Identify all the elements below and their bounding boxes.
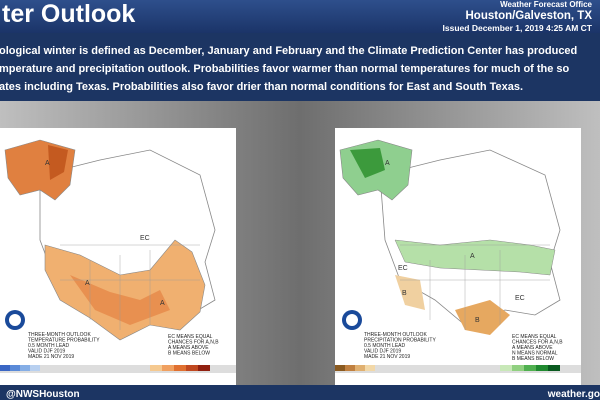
- map-legend: CHANCES FOR A,N,B: [168, 340, 219, 346]
- temperature-map: [0, 128, 236, 385]
- map-label: EC: [140, 235, 150, 242]
- map-caption: VALID DJF 2019: [28, 349, 65, 355]
- map-label: A: [45, 160, 50, 167]
- text-band: [0, 33, 600, 101]
- map-legend: EC MEANS EQUAL: [168, 334, 213, 340]
- map-legend: CHANCES FOR A,N,B: [512, 340, 563, 346]
- title: ter Outlook: [2, 0, 135, 28]
- map-caption: MADE 21 NOV 2019: [28, 354, 74, 360]
- footer-handle: @NWSHouston: [6, 389, 80, 400]
- precipitation-map: [335, 128, 581, 385]
- map-legend: B MEANS BELOW: [512, 356, 554, 362]
- map-label: B: [475, 317, 480, 324]
- body-line: mperature and precipitation outlook. Pro…: [0, 63, 570, 75]
- office: Weather Forecast Office: [500, 0, 592, 9]
- map-caption: 0.5 MONTH LEAD: [364, 343, 406, 349]
- map-label: A: [385, 160, 390, 167]
- map-caption: 0.5 MONTH LEAD: [28, 343, 70, 349]
- map-caption: THREE-MONTH OUTLOOK: [28, 332, 91, 338]
- issued: Issued December 1, 2019 4:25 AM CT: [443, 23, 593, 33]
- map-label: EC: [398, 265, 408, 272]
- location: Houston/Galveston, TX: [465, 10, 592, 22]
- map-label: B: [402, 290, 407, 297]
- map-legend: A MEANS ABOVE: [168, 345, 209, 351]
- map-label: EC: [515, 295, 525, 302]
- body-line: ates including Texas. Probabilities also…: [0, 81, 523, 93]
- title-bar: [0, 0, 600, 33]
- map-caption: PRECIPITATION PROBABILITY: [364, 338, 436, 344]
- footer-site: weather.go: [547, 389, 600, 400]
- footer-bar: [0, 385, 600, 400]
- map-label: A: [470, 253, 475, 260]
- map-legend: N MEANS NORMAL: [512, 351, 558, 357]
- map-caption: VALID DJF 2019: [364, 349, 401, 355]
- map-legend: B MEANS BELOW: [168, 351, 210, 357]
- map-label: A: [85, 280, 90, 287]
- body-line: ological winter is defined as December, …: [0, 45, 577, 57]
- map-caption: THREE-MONTH OUTLOOK: [364, 332, 427, 338]
- map-legend: A MEANS ABOVE: [512, 345, 553, 351]
- map-caption: MADE 21 NOV 2019: [364, 354, 410, 360]
- map-legend: EC MEANS EQUAL: [512, 334, 557, 340]
- map-caption: TEMPERATURE PROBABILITY: [28, 338, 100, 344]
- map-label: A: [160, 300, 165, 307]
